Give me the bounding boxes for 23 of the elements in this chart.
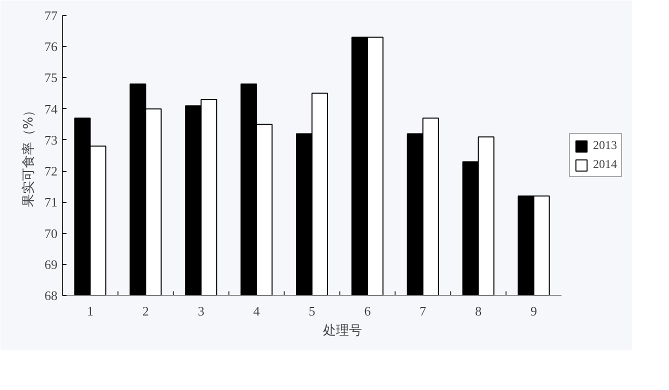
- y-tick-label: 73: [44, 132, 58, 148]
- y-tick-label: 75: [44, 70, 58, 86]
- x-tick-label: 9: [530, 304, 538, 318]
- y-tick-label: 68: [44, 288, 58, 303]
- y-tick-label: 74: [44, 101, 58, 116]
- x-tick-label: 8: [475, 304, 482, 318]
- y-tick-label: 76: [44, 39, 58, 54]
- y-axis-title: 果实可食率（%）: [20, 104, 36, 208]
- x-axis-title: 处理号: [323, 324, 362, 338]
- x-tick-label: 1: [86, 304, 94, 318]
- legend-label: 2013: [593, 138, 617, 153]
- legend-label: 2014: [593, 157, 617, 172]
- y-tick-label: 72: [44, 164, 58, 179]
- y-tick-label: 69: [44, 256, 58, 272]
- x-tick-label: 6: [364, 304, 372, 318]
- x-tick-label: 3: [198, 304, 204, 318]
- y-tick-label: 77: [44, 8, 58, 23]
- x-tick-label: 5: [308, 304, 316, 318]
- x-tick-label: 2: [142, 304, 149, 318]
- y-tick-label: 71: [44, 194, 58, 210]
- y-tick-label: 70: [44, 226, 58, 241]
- x-tick-label: 7: [420, 304, 427, 318]
- x-tick-label: 4: [253, 304, 260, 318]
